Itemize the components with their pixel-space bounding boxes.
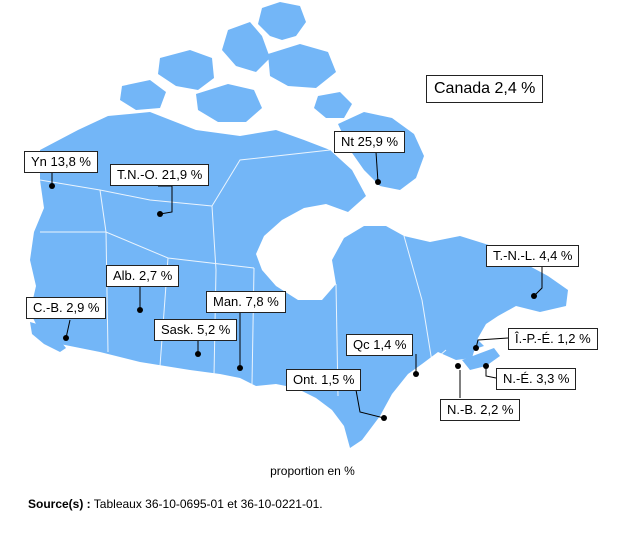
mainland [30, 112, 568, 448]
nova-scotia [462, 348, 500, 370]
arctic-islands [314, 92, 352, 118]
region-label-nt: Nt 25,9 % [334, 131, 406, 153]
arctic-islands [222, 22, 270, 72]
region-label-ont: Ont. 1,5 % [286, 369, 362, 391]
arctic-islands [268, 44, 336, 88]
region-label-cb: C.-B. 2,9 % [26, 297, 107, 319]
region-label-sask: Sask. 5,2 % [154, 319, 238, 341]
region-label-tnl: T.-N.-L. 4,4 % [486, 245, 580, 267]
region-label-ne: N.-É. 3,3 % [496, 368, 577, 390]
arctic-islands [196, 84, 262, 122]
arctic-islands [258, 2, 306, 40]
source-prefix: Source(s) : [28, 497, 91, 511]
region-label-ipe: Î.-P.-É. 1,2 % [508, 328, 598, 350]
source-text: Tableaux 36-10-0695-01 et 36-10-0221-01. [90, 497, 323, 511]
vancouver-island [30, 322, 66, 352]
callout-dots [49, 179, 537, 421]
region-label-nb: N.-B. 2,2 % [440, 399, 521, 421]
region-label-man: Man. 7,8 % [206, 291, 286, 313]
arctic-islands [120, 80, 166, 110]
canada-map [30, 2, 568, 448]
arctic-islands [158, 50, 214, 90]
canada-label: Canada 2,4 % [426, 75, 544, 103]
region-label-tno: T.N.-O. 21,9 % [110, 164, 210, 186]
region-label-alb: Alb. 2,7 % [106, 265, 180, 287]
legend-caption: proportion en % [270, 464, 355, 478]
source-note: Source(s) : Tableaux 36-10-0695-01 et 36… [28, 497, 323, 511]
region-label-qc: Qc 1,4 % [346, 334, 414, 356]
newfoundland [520, 272, 552, 302]
region-label-yn: Yn 13,8 % [24, 151, 98, 173]
pei [466, 340, 484, 350]
